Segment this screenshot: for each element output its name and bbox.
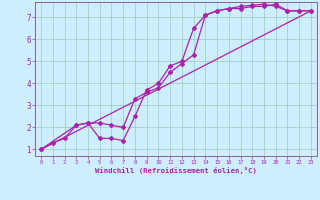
X-axis label: Windchill (Refroidissement éolien,°C): Windchill (Refroidissement éolien,°C) (95, 167, 257, 174)
